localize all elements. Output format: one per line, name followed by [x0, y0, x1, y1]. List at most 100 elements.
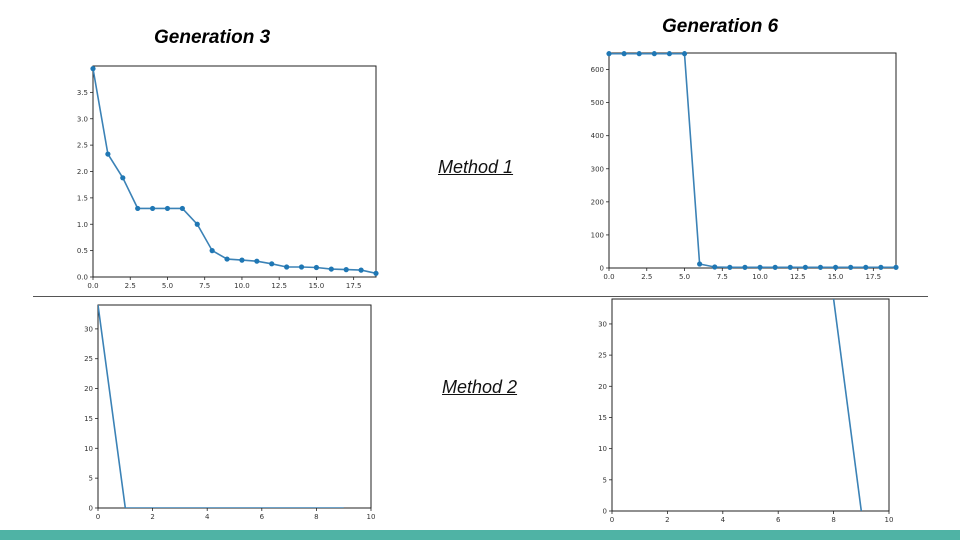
- data-point: [848, 264, 854, 270]
- y-tick-label: 2.0: [77, 168, 88, 176]
- data-point: [358, 267, 364, 273]
- y-tick-label: 20: [84, 385, 93, 393]
- x-tick-label: 15.0: [309, 282, 325, 290]
- data-point: [313, 264, 320, 271]
- x-tick-label: 7.5: [199, 282, 210, 290]
- data-point: [373, 270, 379, 276]
- x-tick-label: 7.5: [717, 273, 728, 281]
- chart-gen3-method1: 0.0 2.5 5.0 7.5 10.0 12.5 15.0 17.5 0.0 0.5 1.0 1.5…: [77, 65, 379, 290]
- data-point: [239, 257, 245, 263]
- data-point: [254, 258, 260, 264]
- data-point: [772, 264, 778, 270]
- data-point: [284, 264, 290, 270]
- data-point: [298, 264, 305, 270]
- data-point: [878, 264, 884, 270]
- y-tick-label: 300: [591, 165, 604, 173]
- y-tick-label: 25: [598, 352, 607, 360]
- data-point: [802, 264, 808, 270]
- y-tick-label: 200: [591, 198, 604, 206]
- x-tick-label: 10.0: [752, 273, 768, 281]
- y-tick-label: 0.5: [77, 247, 88, 255]
- x-tick-label: 5.0: [679, 273, 690, 281]
- data-point: [224, 256, 230, 262]
- data-point: [817, 264, 824, 270]
- data-point: [712, 264, 718, 270]
- y-tick-label: 1.0: [77, 221, 88, 229]
- data-point: [727, 264, 733, 270]
- x-tick-label: 4: [721, 516, 726, 524]
- x-tick-label: 10: [885, 516, 894, 524]
- data-point: [164, 205, 171, 212]
- x-tick-label: 15.0: [828, 273, 844, 281]
- y-tick-label: 10: [598, 445, 607, 453]
- chart-gen6-method1: 0.0 2.5 5.0 7.5 10.0 12.5 15.0 17.5 0 100 200 300 40…: [591, 51, 899, 281]
- y-tick-label: 5: [603, 476, 607, 484]
- x-tick-label: 0.0: [603, 273, 614, 281]
- plot-frame: [92, 65, 377, 278]
- y-tick-label: 3.0: [77, 115, 88, 123]
- data-point: [194, 221, 200, 227]
- heading-generation-3: Generation 3: [154, 27, 271, 48]
- data-point: [697, 261, 703, 267]
- x-tick-label: 4: [205, 513, 210, 521]
- data-point: [606, 51, 612, 57]
- data-point: [863, 264, 869, 270]
- x-tick-label: 6: [776, 516, 781, 524]
- y-tick-label: 5: [89, 475, 93, 483]
- y-tick-label: 30: [84, 325, 93, 333]
- y-tick-label: 600: [591, 66, 604, 74]
- data-point: [269, 261, 275, 267]
- data-point: [787, 264, 793, 270]
- y-tick-label: 3.5: [77, 89, 88, 97]
- y-tick-label: 25: [84, 355, 93, 363]
- x-tick-label: 2.5: [641, 273, 652, 281]
- x-tick-label: 2: [150, 513, 154, 521]
- series-line: [832, 299, 863, 511]
- x-tick-label: 12.5: [271, 282, 287, 290]
- y-tick-label: 10: [84, 445, 93, 453]
- data-point: [105, 151, 111, 157]
- y-tick-label: 20: [598, 383, 607, 391]
- y-tick-label: 100: [591, 231, 604, 239]
- data-point: [893, 264, 899, 270]
- plot-frame: [608, 52, 897, 269]
- x-tick-label: 8: [831, 516, 835, 524]
- data-point: [328, 266, 334, 272]
- data-point: [832, 264, 839, 270]
- y-tick-label: 2.5: [77, 142, 88, 150]
- y-tick-label: 15: [84, 415, 93, 423]
- y-tick-label: 15: [598, 414, 607, 422]
- x-tick-label: 17.5: [346, 282, 362, 290]
- x-tick-label: 10.0: [234, 282, 250, 290]
- data-point: [120, 175, 126, 181]
- x-tick-label: 5.0: [162, 282, 173, 290]
- x-tick-label: 0.0: [87, 282, 98, 290]
- data-point: [681, 51, 688, 57]
- x-tick-label: 12.5: [790, 273, 806, 281]
- y-tick-label: 0: [89, 505, 93, 513]
- data-point: [179, 205, 185, 212]
- footer-accent-bar: [0, 530, 960, 540]
- x-tick-label: 2: [665, 516, 669, 524]
- row-divider: [33, 296, 928, 297]
- x-tick-label: 10: [367, 513, 376, 521]
- x-tick-label: 2.5: [125, 282, 136, 290]
- data-point: [343, 267, 349, 273]
- data-point: [651, 51, 657, 57]
- y-tick-label: 500: [591, 99, 604, 107]
- x-tick-label: 0: [610, 516, 614, 524]
- y-tick-label: 1.5: [77, 194, 88, 202]
- data-point: [621, 51, 627, 57]
- label-method-2: Method 2: [442, 377, 518, 397]
- heading-generation-6: Generation 6: [662, 16, 779, 37]
- y-tick-label: 0: [603, 508, 607, 516]
- data-point: [742, 264, 748, 270]
- x-tick-label: 8: [314, 513, 318, 521]
- x-tick-label: 0: [96, 513, 100, 521]
- y-tick-label: 400: [591, 132, 604, 140]
- data-point: [666, 51, 673, 57]
- data-point: [636, 51, 642, 57]
- data-point: [209, 248, 215, 254]
- label-method-1: Method 1: [438, 157, 514, 177]
